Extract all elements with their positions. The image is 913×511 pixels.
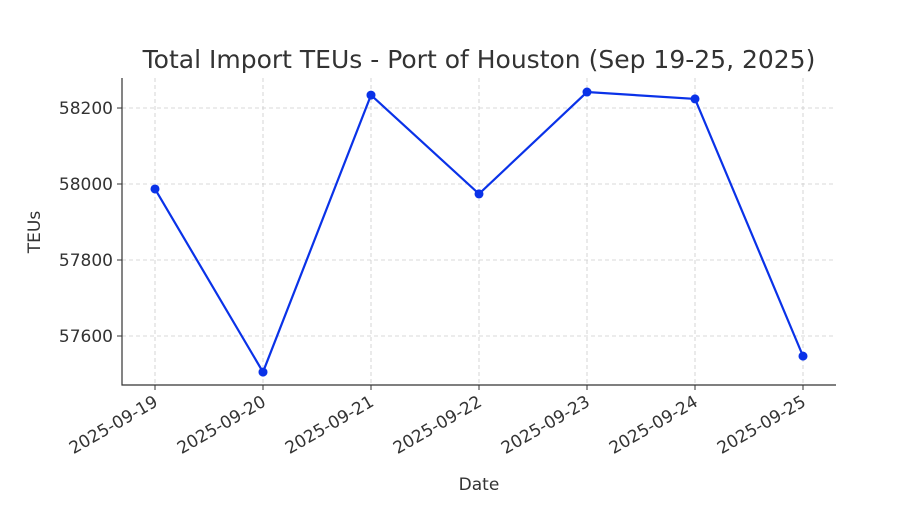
point xyxy=(690,94,700,104)
point xyxy=(798,351,808,361)
x-tick-label: 2025-09-24 xyxy=(606,392,702,459)
x-tick-label: 2025-09-19 xyxy=(66,392,162,459)
y-axis-label: TEUs xyxy=(25,211,45,255)
point xyxy=(150,184,160,194)
x-tick-label: 2025-09-22 xyxy=(390,392,486,459)
x-tick-label: 2025-09-21 xyxy=(282,392,378,459)
x-axis-label: Date xyxy=(459,475,500,495)
point xyxy=(258,367,268,377)
axis xyxy=(121,78,836,386)
x-tick-label: 2025-09-25 xyxy=(714,392,810,459)
x-tick-label: 2025-09-23 xyxy=(498,392,594,459)
y-tick-label: 58000 xyxy=(59,175,113,195)
y-tick-label: 58200 xyxy=(59,99,113,119)
y-tick-label: 57800 xyxy=(59,251,113,271)
point xyxy=(366,90,376,100)
chart-title: Total Import TEUs - Port of Houston (Sep… xyxy=(142,45,816,74)
y-tick-label: 57600 xyxy=(59,327,113,347)
point xyxy=(582,87,592,97)
x-tick-label: 2025-09-20 xyxy=(174,392,270,459)
point xyxy=(474,189,484,199)
